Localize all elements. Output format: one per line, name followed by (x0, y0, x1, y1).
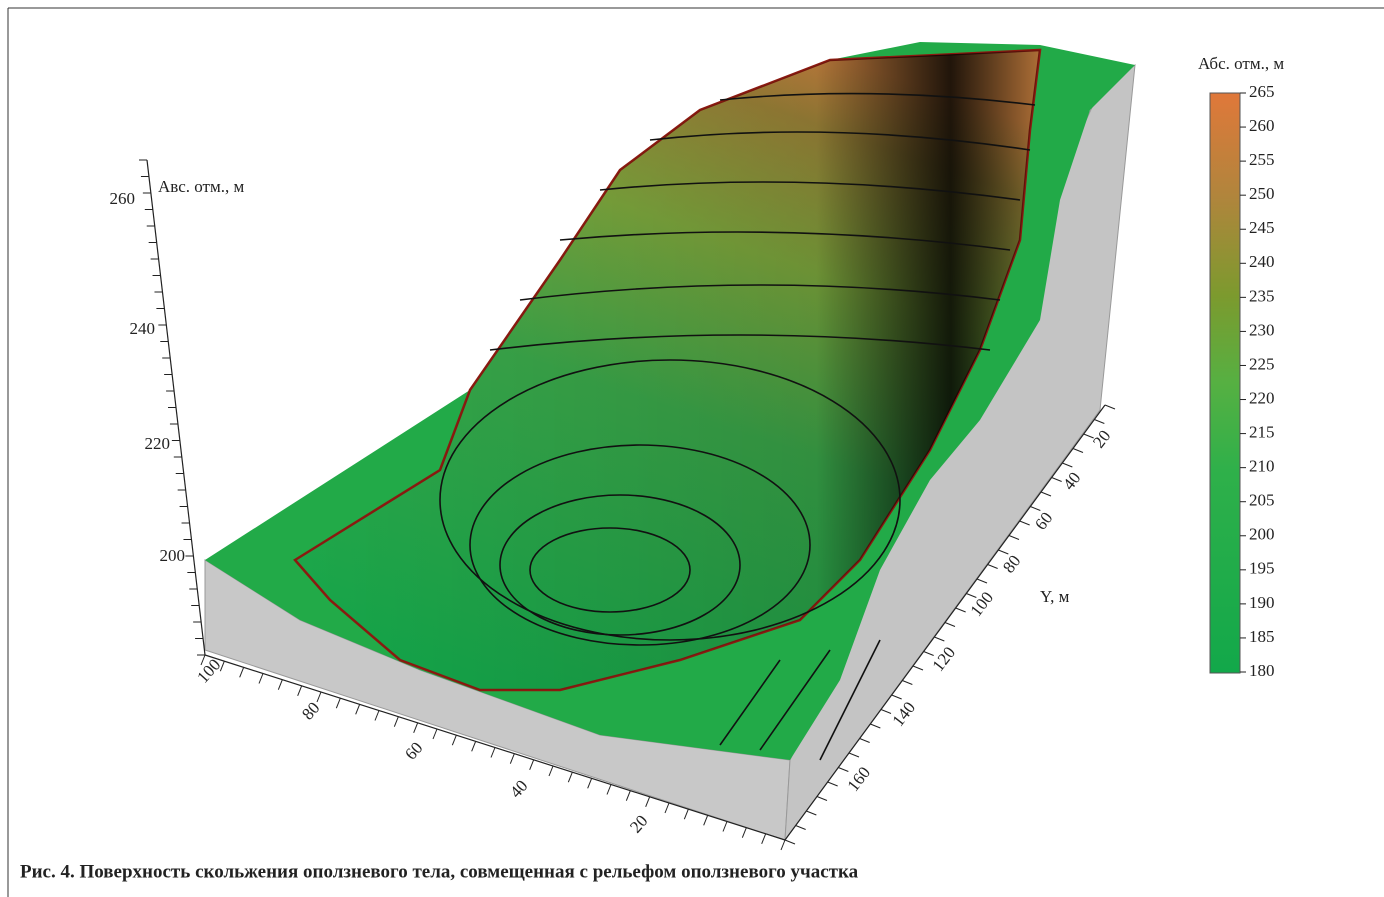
colorbar-label: 230 (1249, 320, 1275, 339)
tick-mark (1030, 507, 1040, 511)
tick-mark (977, 579, 987, 583)
tick-mark (828, 782, 838, 786)
tick-mark (849, 753, 859, 757)
x-tick-label: 80 (298, 698, 323, 723)
tick-mark (902, 681, 912, 685)
figure: Авс. отм., м Y, м Абс. отм., м Рис. 4. П… (0, 0, 1384, 897)
y-tick-label: 20 (1089, 426, 1114, 451)
tick-mark (1041, 492, 1051, 496)
colorbar-label: 220 (1249, 388, 1275, 407)
tick-mark (762, 834, 766, 844)
colorbar-label: 185 (1249, 627, 1275, 646)
tick-mark (742, 828, 746, 838)
tick-mark (298, 686, 302, 696)
colorbar (1210, 93, 1240, 673)
x-tick-label: 20 (626, 811, 651, 836)
y-tick-label: 60 (1031, 508, 1056, 533)
tick-mark (1094, 420, 1104, 424)
tick-mark (588, 778, 592, 788)
tick-mark (414, 723, 418, 733)
tick-mark (394, 717, 398, 727)
y-tick-label: 40 (1059, 468, 1084, 493)
tick-mark (838, 768, 848, 772)
x-tick-label: 40 (506, 776, 531, 801)
y-tick-label: 160 (843, 763, 874, 795)
tick-mark (806, 811, 816, 815)
tick-mark (549, 766, 553, 776)
tick-mark (626, 791, 630, 801)
tick-mark (1073, 449, 1083, 453)
tick-mark (1020, 521, 1030, 525)
tick-mark (568, 772, 572, 782)
tick-mark (1105, 405, 1115, 409)
colorbar-label: 215 (1249, 422, 1275, 441)
tick-mark (684, 809, 688, 819)
tick-mark (817, 797, 827, 801)
tick-mark (956, 608, 966, 612)
z-tick-label: 220 (145, 434, 171, 453)
y-axis-label: Y, м (1040, 587, 1070, 606)
tick-mark (375, 711, 379, 721)
tick-mark (530, 760, 534, 770)
z-tick-label: 240 (130, 319, 156, 338)
tick-mark (892, 695, 902, 699)
colorbar-label: 200 (1249, 525, 1275, 544)
tick-mark (336, 698, 340, 708)
tick-mark (1009, 536, 1019, 540)
tick-mark (934, 637, 944, 641)
y-tick-label: 140 (888, 698, 919, 730)
tick-mark (607, 785, 611, 795)
colorbar-label: 260 (1249, 116, 1275, 135)
tick-mark (665, 803, 669, 813)
z-tick-label: 200 (160, 546, 186, 565)
tick-mark (472, 741, 476, 751)
y-tick-label: 120 (928, 643, 959, 675)
colorbar-label: 225 (1249, 354, 1275, 373)
tick-mark (240, 667, 244, 677)
colorbar-label: 210 (1249, 457, 1275, 476)
tick-mark (278, 680, 282, 690)
tick-mark (860, 739, 870, 743)
tick-mark (646, 797, 650, 807)
caption: Рис. 4. Поверхность скольжения оползнево… (20, 861, 859, 882)
tick-mark (870, 724, 880, 728)
tick-mark (491, 748, 495, 758)
tick-mark (913, 666, 923, 670)
colorbar-label: 180 (1249, 661, 1275, 680)
tick-mark (785, 840, 795, 844)
colorbar-label: 245 (1249, 218, 1275, 237)
tick-mark (1062, 463, 1072, 467)
tick-mark (881, 710, 891, 714)
x-tick-label: 60 (401, 738, 426, 763)
tick-mark (510, 754, 514, 764)
colorbar-label: 205 (1249, 491, 1275, 510)
tick-mark (723, 822, 727, 832)
colorbar-label: 255 (1249, 150, 1275, 169)
tick-mark (796, 826, 806, 830)
y-tick-label: 80 (999, 551, 1024, 576)
z-tick-label: 260 (110, 189, 136, 208)
z-axis-label: Авс. отм., м (158, 177, 244, 196)
colorbar-label: 250 (1249, 184, 1275, 203)
colorbar-label: 240 (1249, 252, 1275, 271)
tick-mark (945, 623, 955, 627)
tick-mark (317, 692, 321, 702)
tick-mark (924, 652, 934, 656)
colorbar-title: Абс. отм., м (1198, 54, 1284, 73)
tick-mark (433, 729, 437, 739)
tick-mark (988, 565, 998, 569)
colorbar-label: 195 (1249, 559, 1275, 578)
tick-mark (781, 840, 785, 850)
y-tick-label: 100 (966, 588, 997, 620)
tick-mark (259, 674, 263, 684)
terrain (205, 42, 1135, 840)
colorbar-label: 190 (1249, 593, 1275, 612)
tick-mark (356, 704, 360, 714)
tick-mark (704, 815, 708, 825)
colorbar-label: 235 (1249, 286, 1275, 305)
tick-mark (452, 735, 456, 745)
colorbar-label: 265 (1249, 82, 1275, 101)
